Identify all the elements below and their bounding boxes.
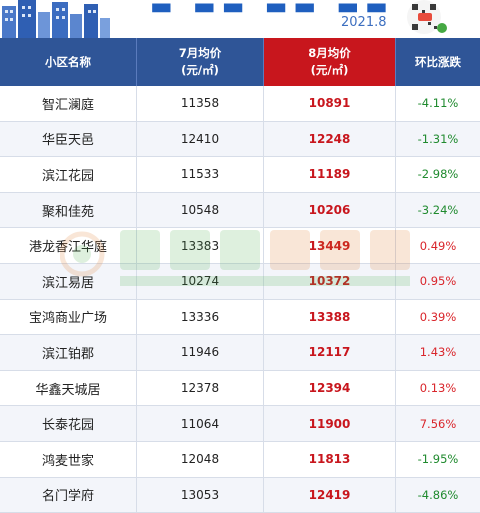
title-strip: ▬ ▬▬ ▬▬ ▬▬ — [150, 0, 394, 20]
cell-aug-price: 10891 — [264, 86, 396, 121]
cell-name: 港龙香江华庭 — [0, 228, 137, 263]
cell-name: 滨江易居 — [0, 263, 137, 299]
cell-jul-price: 12048 — [137, 441, 264, 477]
cell-name: 宝鸿商业广场 — [0, 299, 137, 335]
cell-name: 滨江花园 — [0, 157, 137, 192]
cell-aug-price: 13388 — [264, 299, 396, 335]
cell-aug-price: 12248 — [264, 121, 396, 157]
table-row: 港龙香江华庭 13383 13449 0.49% — [0, 228, 480, 264]
cell-jul-price: 11533 — [137, 157, 264, 192]
price-table: 小区名称 7月均价 (元/㎡) 8月均价 (元/㎡) 环比涨跌 智汇澜庭 1135… — [0, 38, 480, 513]
cell-name: 鸿麦世家 — [0, 441, 137, 477]
cell-aug-price: 11813 — [264, 441, 396, 477]
cell-change: 0.39% — [419, 309, 457, 324]
cell-name: 智汇澜庭 — [0, 86, 137, 121]
table-row: 智汇澜庭 11358 10891 -4.11% — [0, 86, 480, 122]
cell-change: -4.86% — [417, 487, 459, 502]
col-header-aug: 8月均价 (元/㎡) — [264, 38, 396, 86]
banner: ▬ ▬▬ ▬▬ ▬▬ 2021.8 — [0, 0, 480, 38]
cell-jul-price: 10274 — [137, 263, 264, 299]
cell-change: -1.31% — [417, 131, 459, 146]
col-header-name: 小区名称 — [0, 38, 137, 86]
cell-change: -1.95% — [417, 452, 459, 467]
cell-jul-price: 11064 — [137, 406, 264, 441]
cell-change: 1.43% — [419, 345, 457, 360]
cell-change: 0.13% — [419, 381, 457, 396]
cell-name: 华臣天邑 — [0, 121, 137, 157]
cell-change: -2.98% — [417, 167, 459, 182]
cell-change: -4.11% — [417, 96, 459, 111]
cell-jul-price: 13383 — [137, 228, 264, 263]
city-skyline-icon — [0, 0, 110, 38]
cell-change: 7.56% — [419, 416, 457, 431]
cell-name: 名门学府 — [0, 477, 137, 513]
cell-jul-price: 11358 — [137, 86, 264, 121]
cell-jul-price: 13336 — [137, 299, 264, 335]
col-header-jul: 7月均价 (元/㎡) — [137, 38, 264, 86]
report-date: 2021.8 — [341, 15, 387, 30]
cell-change: 0.49% — [419, 238, 457, 253]
table-row: 宝鸿商业广场 13336 13388 0.39% — [0, 299, 480, 336]
cell-aug-price: 10372 — [264, 263, 396, 299]
table-row: 聚和佳苑 10548 10206 -3.24% — [0, 192, 480, 229]
table-row: 长泰花园 11064 11900 7.56% — [0, 406, 480, 442]
cell-aug-price: 13449 — [264, 228, 396, 263]
cell-jul-price: 10548 — [137, 192, 264, 228]
table-header: 小区名称 7月均价 (元/㎡) 8月均价 (元/㎡) 环比涨跌 — [0, 38, 480, 86]
table-row: 华臣天邑 12410 12248 -1.31% — [0, 121, 480, 158]
cell-aug-price: 10206 — [264, 192, 396, 228]
cell-change: -3.24% — [417, 203, 459, 218]
cell-name: 滨江铂郡 — [0, 335, 137, 370]
table-row: 滨江花园 11533 11189 -2.98% — [0, 157, 480, 193]
cell-name: 长泰花园 — [0, 406, 137, 441]
cell-change: 0.95% — [419, 274, 457, 289]
cell-aug-price: 12394 — [264, 370, 396, 406]
table-row: 滨江铂郡 11946 12117 1.43% — [0, 335, 480, 371]
cell-aug-price: 11900 — [264, 406, 396, 441]
table-row: 滨江易居 10274 10372 0.95% — [0, 263, 480, 300]
cell-aug-price: 11189 — [264, 157, 396, 192]
cell-name: 华鑫天城居 — [0, 370, 137, 406]
cell-jul-price: 11946 — [137, 335, 264, 370]
cell-name: 聚和佳苑 — [0, 192, 137, 228]
cell-jul-price: 12378 — [137, 370, 264, 406]
col-header-change: 环比涨跌 — [415, 54, 461, 69]
cell-aug-price: 12419 — [264, 477, 396, 513]
table-row: 华鑫天城居 12378 12394 0.13% — [0, 370, 480, 407]
cell-jul-price: 12410 — [137, 121, 264, 157]
cell-aug-price: 12117 — [264, 335, 396, 370]
cell-jul-price: 13053 — [137, 477, 264, 513]
qr-code-icon — [407, 0, 447, 34]
table-row: 名门学府 13053 12419 -4.86% — [0, 477, 480, 513]
table-row: 鸿麦世家 12048 11813 -1.95% — [0, 441, 480, 478]
